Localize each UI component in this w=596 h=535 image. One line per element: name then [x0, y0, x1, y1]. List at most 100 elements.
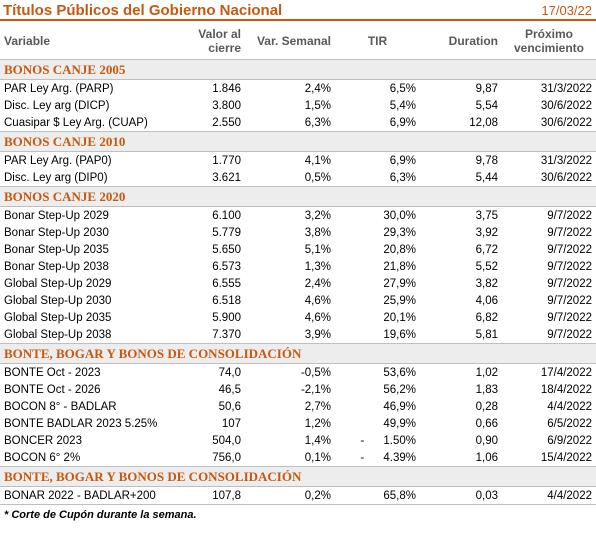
cell: Bonar Step-Up 2030: [4, 226, 109, 239]
cell: 46,5: [218, 383, 241, 396]
cell: 50,6: [218, 400, 241, 413]
cell: 0,1%: [304, 451, 331, 464]
cell: 9/7/2022: [547, 311, 592, 324]
cell: 9/7/2022: [547, 226, 592, 239]
section-title: BONOS CANJE 2010: [0, 131, 596, 152]
data-row: BONTE Oct - 2026 46,5 -2,1% 56,2% 1,83 18/4/2…: [0, 381, 596, 398]
cell: -0,5%: [300, 366, 331, 379]
cell: 9/7/2022: [547, 243, 592, 256]
data-row: PAR Ley Arg. (PARP) 1.846 2,4% 6,5% 9,87 31/3…: [0, 80, 596, 98]
cell: -2,1%: [300, 383, 331, 396]
cell: 5,81: [475, 328, 498, 341]
cell: 25,9%: [383, 294, 416, 307]
cell: 30/6/2022: [540, 99, 592, 112]
cell: 27,9%: [383, 277, 416, 290]
data-row: Global Step-Up 2038 7.370 3,9% 19,6% 5,81 9/7…: [0, 326, 596, 344]
section-row: BONTE, BOGAR Y BONOS DE CONSOLIDACIÓN: [0, 466, 596, 487]
cell: 1,4%: [304, 434, 331, 447]
cell: 6,3%: [389, 171, 416, 184]
cell: 19,6%: [383, 328, 416, 341]
section-title: BONTE, BOGAR Y BONOS DE CONSOLIDACIÓN: [0, 466, 596, 487]
cell: 6.100: [212, 209, 241, 222]
data-row: PAR Ley Arg. (PAP0) 1.770 4,1% 6,9% 9,78 31/3…: [0, 152, 596, 170]
data-row: Bonar Step-Up 2038 6.573 1,3% 21,8% 5,52 9/7/…: [0, 258, 596, 275]
column-header: Duration: [420, 22, 502, 60]
data-row: Global Step-Up 2030 6.518 4,6% 25,9% 4,06 9/7…: [0, 292, 596, 309]
cell: 0,28: [475, 400, 498, 413]
cell: 20,1%: [383, 311, 416, 324]
section-title: BONTE, BOGAR Y BONOS DE CONSOLIDACIÓN: [0, 343, 596, 364]
cell: 3,92: [475, 226, 498, 239]
cell: 1.770: [212, 154, 241, 167]
cell: BONTE BADLAR 2023 5.25%: [4, 417, 158, 430]
section-row: BONOS CANJE 2005: [0, 59, 596, 80]
cell: PAR Ley Arg. (PARP): [4, 82, 114, 95]
cell: 49,9%: [383, 417, 416, 430]
cell: 53,6%: [383, 366, 416, 379]
cell: 18/4/2022: [540, 383, 592, 396]
section-row: BONOS CANJE 2010: [0, 131, 596, 152]
cell: 6,9%: [389, 116, 416, 129]
cell: 9,78: [475, 154, 498, 167]
cell: 1.846: [212, 82, 241, 95]
column-header: Valor al cierre: [165, 22, 245, 60]
section-title: BONOS CANJE 2020: [0, 186, 596, 207]
bond-table: Variable Valor al cierre Var. Semanal TIR Du…: [0, 22, 596, 525]
section-title: BONOS CANJE 2005: [0, 59, 596, 80]
cell: 6,5%: [389, 82, 416, 95]
cell: 3,8%: [304, 226, 331, 239]
cell: 2,4%: [304, 82, 331, 95]
cell: Cuasipar $ Ley Arg. (CUAP): [4, 116, 148, 129]
cell: 3.800: [212, 99, 241, 112]
cell: 65,8%: [383, 489, 416, 502]
cell: - 4.39%: [360, 451, 416, 464]
cell: Bonar Step-Up 2038: [4, 260, 109, 273]
column-header: Próximo vencimiento: [502, 22, 596, 60]
cell: 3.621: [212, 171, 241, 184]
cell: 2.550: [212, 116, 241, 129]
cell: 5,52: [475, 260, 498, 273]
cell: Global Step-Up 2035: [4, 311, 112, 324]
cell: 0,2%: [304, 489, 331, 502]
cell: 9,87: [475, 82, 498, 95]
data-row: Bonar Step-Up 2035 5.650 5,1% 20,8% 6,72 9/7/…: [0, 241, 596, 258]
cell: 5,4%: [389, 99, 416, 112]
cell: 74,0: [218, 366, 241, 379]
cell: 31/3/2022: [540, 154, 592, 167]
cell: 31/3/2022: [540, 82, 592, 95]
cell: Global Step-Up 2029: [4, 277, 112, 290]
cell: 4,06: [475, 294, 498, 307]
cell: 3,75: [475, 209, 498, 222]
cell: Bonar Step-Up 2035: [4, 243, 109, 256]
cell: 5.900: [212, 311, 241, 324]
data-row: BONAR 2022 - BADLAR+200 107,8 0,2% 65,8% 0,0…: [0, 487, 596, 505]
cell: 9/7/2022: [547, 294, 592, 307]
cell: 4/4/2022: [547, 400, 592, 413]
cell: PAR Ley Arg. (PAP0): [4, 154, 112, 167]
title: Títulos Públicos del Gobierno Nacional: [3, 2, 283, 19]
data-row: Global Step-Up 2029 6.555 2,4% 27,9% 3,82 9/7…: [0, 275, 596, 292]
data-row: BONTE Oct - 2023 74,0 -0,5% 53,6% 1,02 17/4/2…: [0, 364, 596, 382]
header-row: Variable Valor al cierre Var. Semanal TIR Du…: [0, 22, 596, 60]
cell: 6,3%: [304, 116, 331, 129]
cell: 9/7/2022: [547, 277, 592, 290]
cell: 9/7/2022: [547, 328, 592, 341]
cell: 3,82: [475, 277, 498, 290]
cell: 12,08: [469, 116, 498, 129]
cell: 46,9%: [383, 400, 416, 413]
cell: Disc. Ley arg (DIP0): [4, 171, 108, 184]
cell: 4,6%: [304, 311, 331, 324]
cell: 30/6/2022: [540, 171, 592, 184]
data-row: Bonar Step-Up 2029 6.100 3,2% 30,0% 3,75 9/7/…: [0, 207, 596, 225]
cell: BONTE Oct - 2026: [4, 383, 101, 396]
cell: 6/9/2022: [547, 434, 592, 447]
cell: 1,06: [475, 451, 498, 464]
column-header: TIR: [335, 22, 420, 60]
cell: 107: [221, 417, 241, 430]
cell: BOCON 8° - BADLAR: [4, 400, 117, 413]
cell: 5,44: [475, 171, 498, 184]
cell: 0,03: [475, 489, 498, 502]
cell: 0,5%: [304, 171, 331, 184]
cell: 56,2%: [383, 383, 416, 396]
cell: 6.518: [212, 294, 241, 307]
